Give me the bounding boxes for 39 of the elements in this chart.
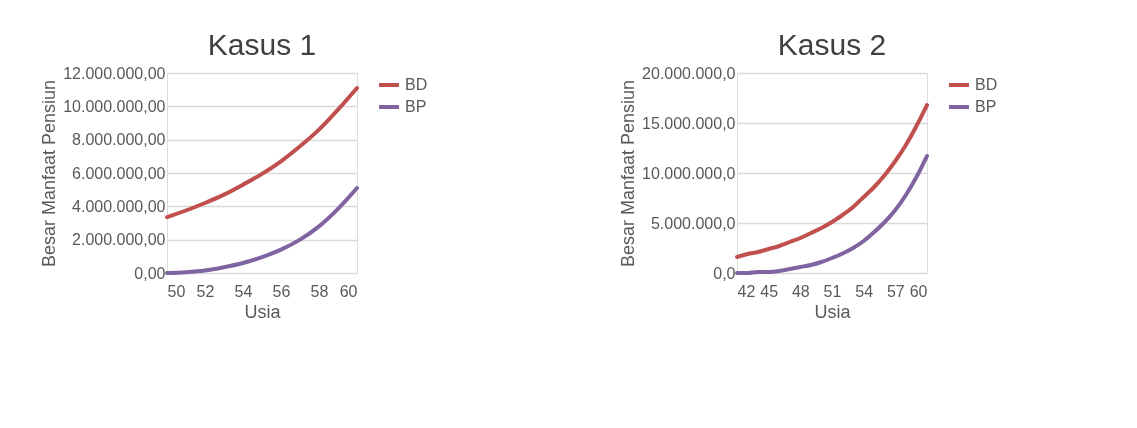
y-tick-label: 2.000.000,00 xyxy=(72,231,166,249)
y-axis-title: Besar Manfaat Pensiun xyxy=(39,79,60,268)
x-tick-label: 58 xyxy=(310,282,329,300)
x-tick-label: 45 xyxy=(760,282,779,300)
x-tick-label: 57 xyxy=(886,282,905,300)
y-tick-label: 15.000.000,0 xyxy=(642,114,736,132)
y-tick-label: 0,0 xyxy=(713,264,736,282)
x-axis-title: Usia xyxy=(814,301,852,322)
y-tick-label: 10.000.000,0 xyxy=(642,164,736,182)
x-tick-label: 56 xyxy=(272,282,291,300)
x-tick-label: 54 xyxy=(234,282,253,300)
line-series xyxy=(735,103,929,259)
x-tick-label: 52 xyxy=(196,282,215,300)
y-tick-label: 5.000.000,0 xyxy=(650,214,736,232)
x-tick-label: 54 xyxy=(855,282,874,300)
x-tick-label: 48 xyxy=(791,282,810,300)
y-tick-label: 6.000.000,00 xyxy=(72,164,166,182)
x-tick-label: 42 xyxy=(737,282,756,300)
x-axis-title: Usia xyxy=(244,301,282,322)
y-tick-label: 12.000.000,00 xyxy=(63,64,166,82)
x-tick-label: 51 xyxy=(823,282,842,300)
chart-title: Kasus 1 xyxy=(207,28,317,61)
y-tick-label: 8.000.000,00 xyxy=(72,131,166,149)
x-tick-label: 50 xyxy=(167,282,186,300)
x-tick-label: 60 xyxy=(909,282,928,300)
line-series xyxy=(735,154,929,275)
y-tick-label: 0,00 xyxy=(134,264,166,282)
chart-title: Kasus 2 xyxy=(777,28,887,61)
y-axis-title: Besar Manfaat Pensiun xyxy=(618,79,639,268)
line-series xyxy=(165,86,359,220)
legend-label: BP xyxy=(975,98,997,115)
y-tick-label: 10.000.000,00 xyxy=(63,97,166,115)
x-tick-label: 60 xyxy=(339,282,358,300)
line-series xyxy=(165,186,359,275)
legend-label: BD xyxy=(975,76,998,93)
y-tick-label: 4.000.000,00 xyxy=(72,197,166,215)
y-tick-label: 20.000.000,0 xyxy=(642,64,736,82)
legend-label: BP xyxy=(405,98,427,115)
legend-label: BD xyxy=(405,76,428,93)
